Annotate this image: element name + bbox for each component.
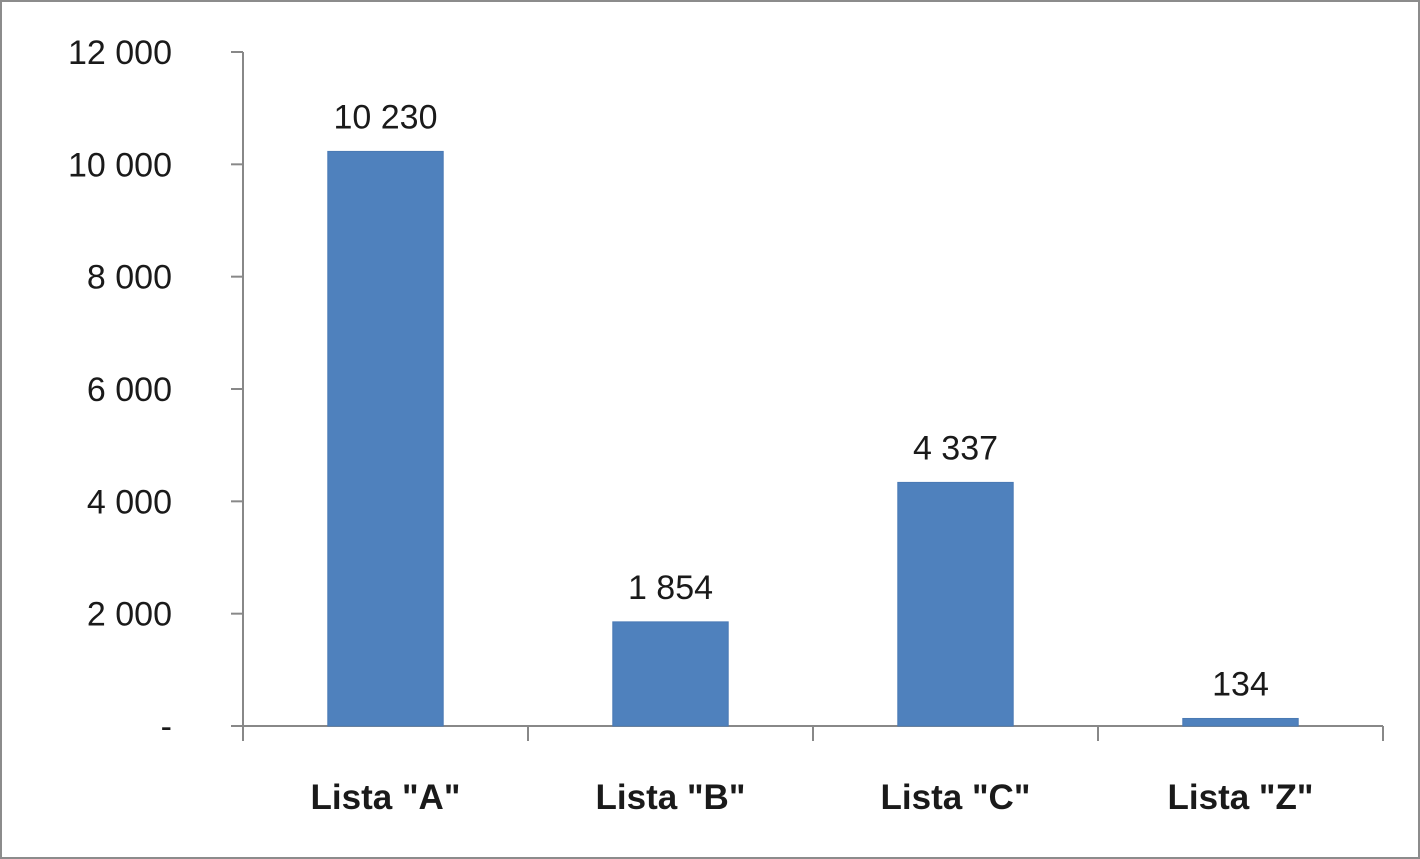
- y-tick-label: 10 000: [68, 146, 172, 184]
- y-tick-label: 12 000: [68, 34, 172, 72]
- data-labels: 10 230 1 854 4 337 134: [334, 98, 1269, 703]
- x-axis-ticks: [242, 726, 1384, 741]
- category-labels: Lista "A" Lista "B" Lista "C" Lista "Z": [311, 778, 1314, 817]
- data-label: 134: [1212, 665, 1269, 703]
- y-tick-label: 4 000: [87, 483, 172, 521]
- category-label: Lista "Z": [1168, 778, 1314, 817]
- data-label: 10 230: [334, 98, 438, 136]
- bar: [612, 621, 729, 727]
- y-axis-ticks: - 2 000 4 000 6 000 8 000 10 000 12 000: [68, 34, 243, 746]
- category-label: Lista "B": [596, 778, 746, 817]
- data-label: 4 337: [913, 429, 998, 467]
- category-label: Lista "A": [311, 778, 461, 817]
- bar: [1182, 717, 1299, 727]
- category-label: Lista "C": [881, 778, 1031, 817]
- y-tick-label: 8 000: [87, 259, 172, 297]
- data-label: 1 854: [628, 569, 713, 607]
- bar: [327, 150, 444, 727]
- bars: [327, 150, 1299, 727]
- y-tick-label: -: [161, 708, 172, 746]
- y-tick-label: 6 000: [87, 371, 172, 409]
- y-tick-label: 2 000: [87, 596, 172, 634]
- bar: [897, 481, 1014, 727]
